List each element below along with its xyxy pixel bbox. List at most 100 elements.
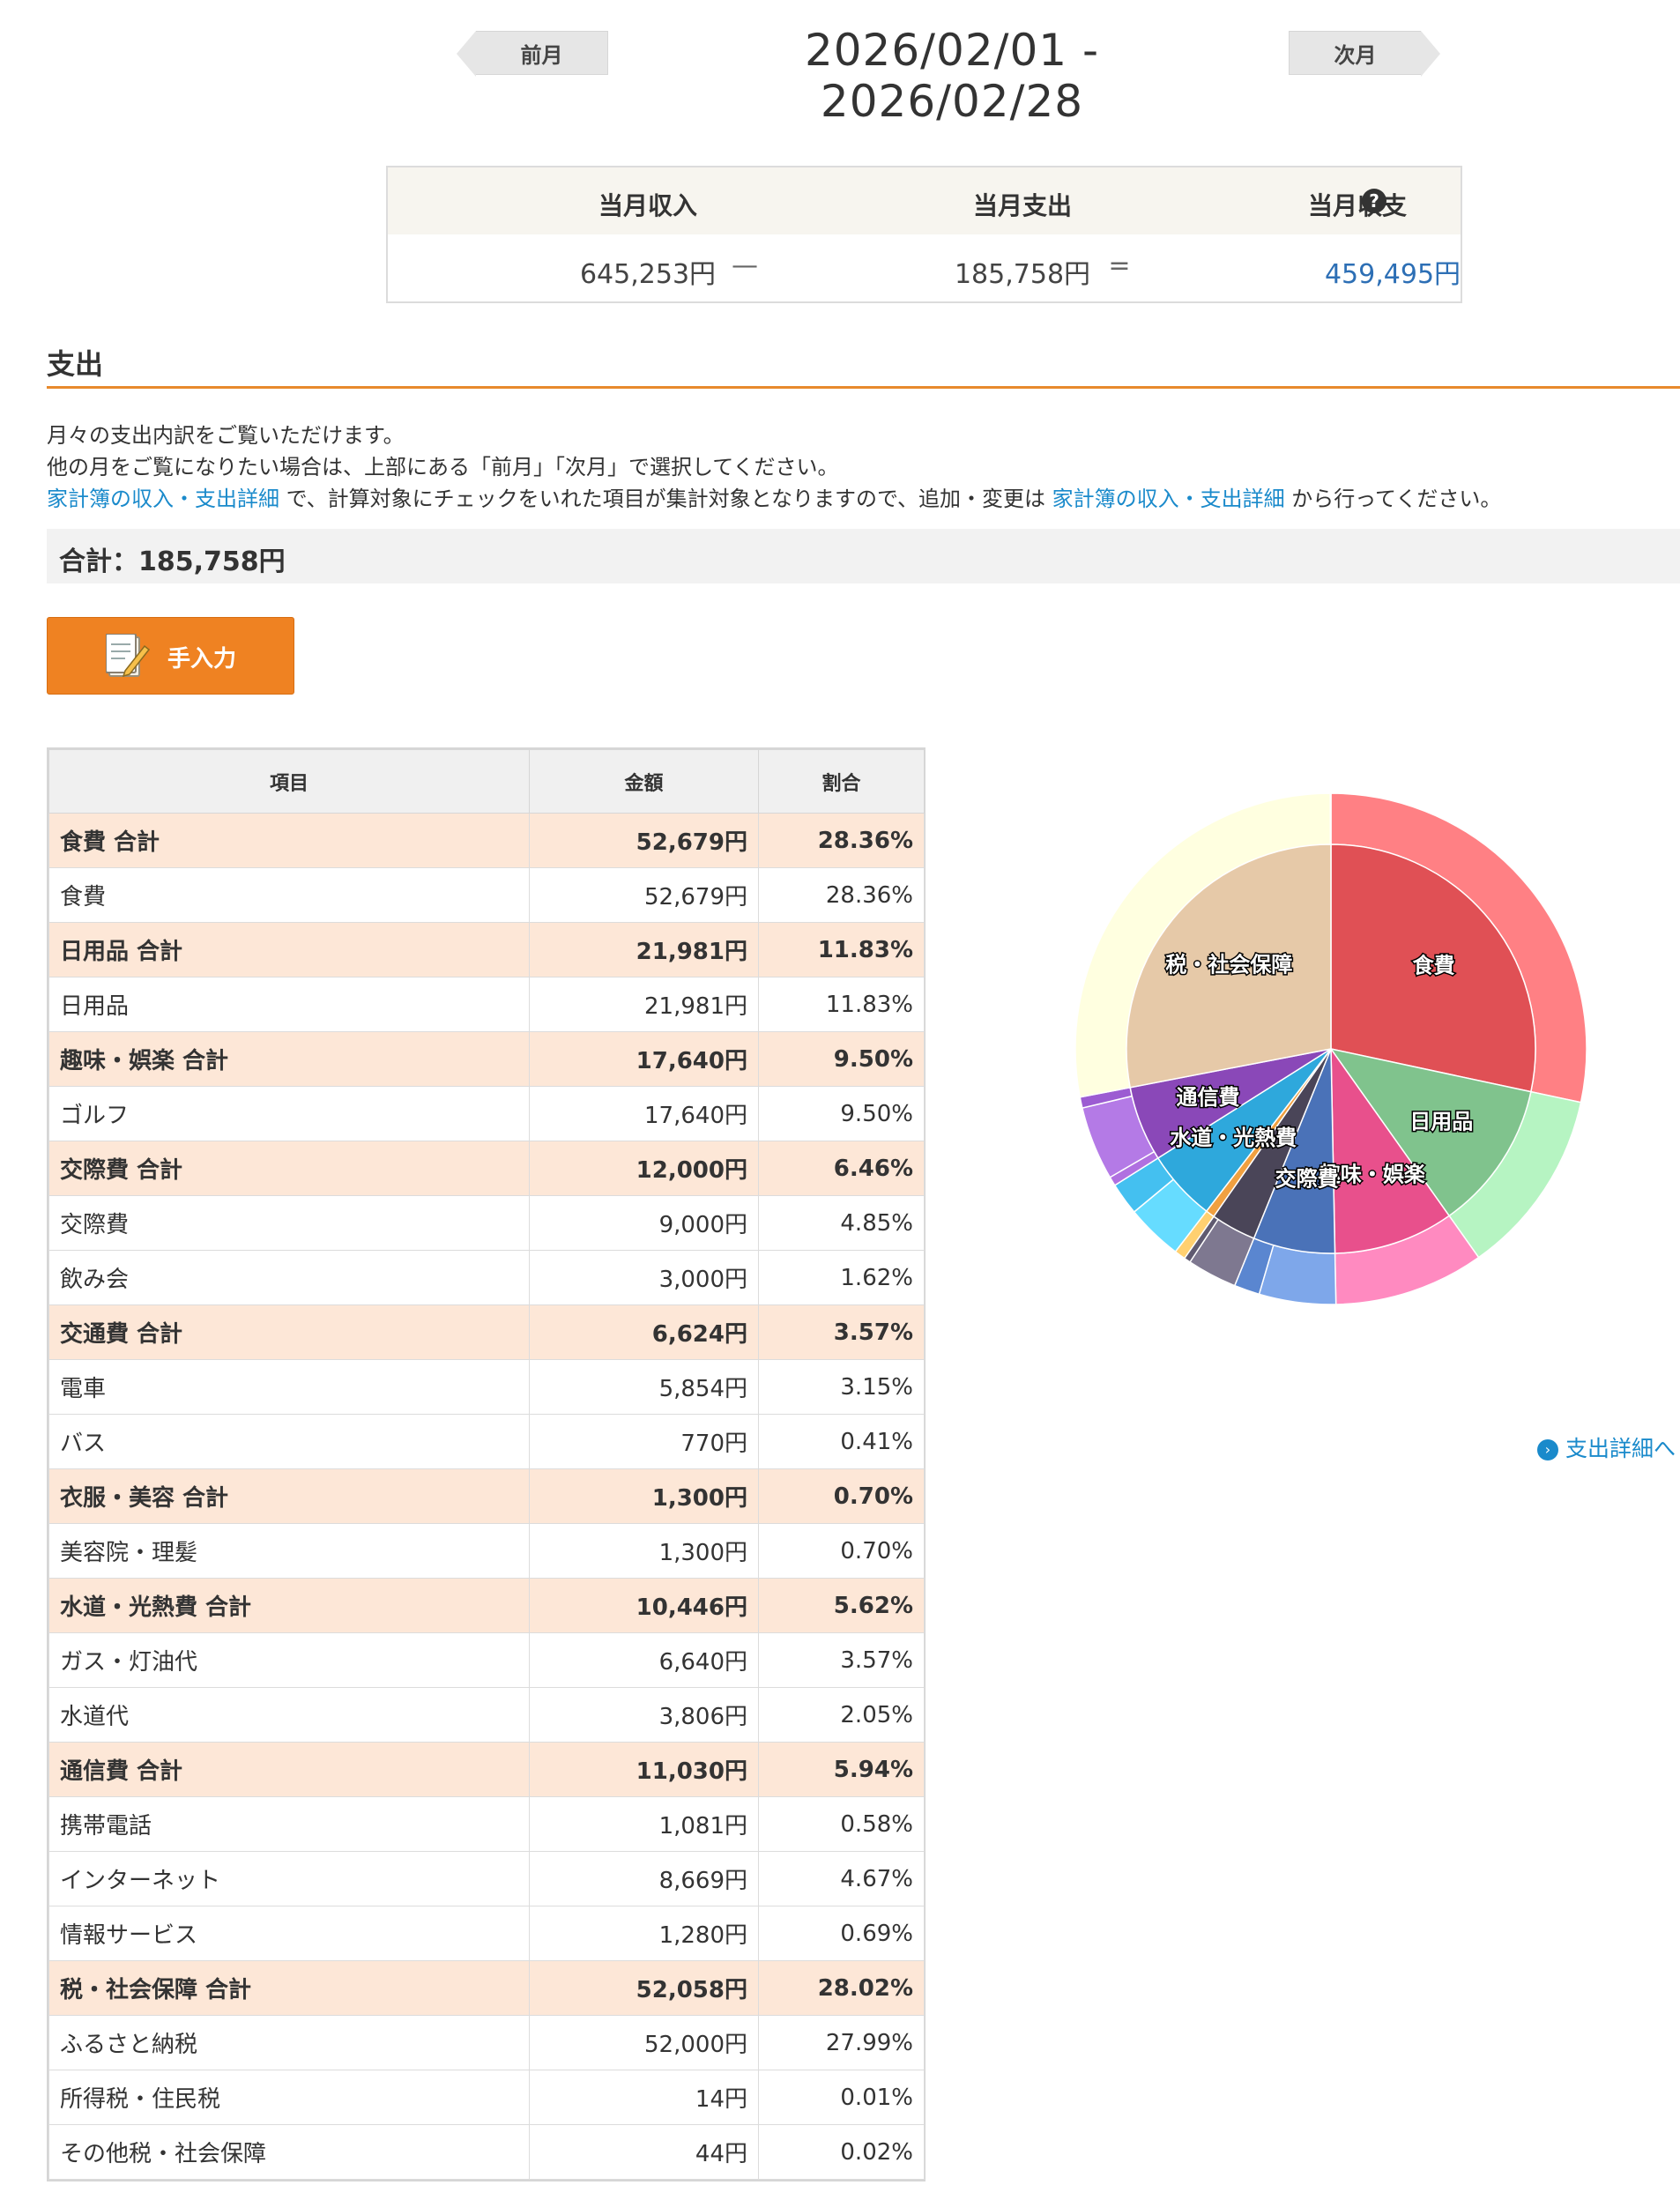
row-item-name: 交際費: [48, 1195, 530, 1251]
table-header-row: 項目 金額 割合: [48, 749, 925, 814]
row-item-name: 水道代: [48, 1687, 530, 1743]
table-total-row: 交通費 合計 6,624円 3.57%: [48, 1304, 925, 1360]
row-item-name: インターネット: [48, 1851, 530, 1906]
table-row: 水道代 3,806円 2.05%: [48, 1687, 925, 1743]
detail-link-1[interactable]: 家計簿の収入・支出詳細: [47, 487, 279, 511]
row-amount: 1,280円: [529, 1906, 759, 1961]
table-row: 美容院・理髪 1,300円 0.70%: [48, 1523, 925, 1579]
header-ratio: 割合: [758, 749, 925, 814]
row-ratio: 3.57%: [758, 1632, 925, 1688]
row-item-name: 飲み会: [48, 1250, 530, 1305]
row-item-name: ゴルフ: [48, 1086, 530, 1141]
row-ratio: 4.85%: [758, 1195, 925, 1251]
balance-label: 当月収支: [1307, 191, 1407, 220]
pie-slice-label: 食費: [1413, 954, 1455, 978]
summary-header: 当月収入 当月支出 当月収支 ?: [388, 167, 1461, 234]
row-amount: 21,981円: [529, 922, 759, 977]
row-ratio: 2.05%: [758, 1687, 925, 1743]
monthly-summary: 当月収入 当月支出 当月収支 ? 645,253円 — 185,758円 = 4…: [386, 166, 1462, 303]
row-amount: 52,058円: [529, 1960, 759, 2016]
description-line-3: 家計簿の収入・支出詳細 で、計算対象にチェックをいれた項目が集計対象となりますの…: [47, 481, 1501, 512]
row-item-name: 水道・光熱費 合計: [48, 1578, 530, 1633]
row-ratio: 28.36%: [758, 867, 925, 923]
pie-inner-slice[interactable]: [1330, 1046, 1451, 1254]
table-total-row: 水道・光熱費 合計 10,446円 5.62%: [48, 1578, 925, 1633]
row-item-name: 通信費 合計: [48, 1742, 530, 1797]
income-label: 当月収入: [598, 191, 697, 220]
row-amount: 44円: [529, 2124, 759, 2180]
prev-month-button[interactable]: 前月: [457, 31, 608, 77]
description-middle: で、計算対象にチェックをいれた項目が集計対象となりますので、追加・変更は: [279, 487, 1052, 511]
question-circle-icon[interactable]: ?: [1362, 189, 1386, 213]
income-value: 645,253円: [579, 259, 717, 290]
table-row: 情報サービス 1,280円 0.69%: [48, 1906, 925, 1961]
row-amount: 17,640円: [529, 1031, 759, 1087]
pie-inner-slice[interactable]: [1126, 844, 1332, 1089]
table-total-row: 趣味・娯楽 合計 17,640円 9.50%: [48, 1031, 925, 1087]
row-ratio: 11.83%: [758, 977, 925, 1032]
expense-detail-link[interactable]: › 支出詳細へ: [1537, 1431, 1676, 1463]
row-item-name: 携帯電話: [48, 1796, 530, 1852]
total-bar: 合計：185,758円: [47, 529, 1680, 583]
row-amount: 11,030円: [529, 1742, 759, 1797]
row-item-name: その他税・社会保障: [48, 2124, 530, 2180]
description-line-1: 月々の支出内訳をご覧いただけます。: [47, 423, 405, 448]
month-navigation: 前月 2026/02/01 - 2026/02/28 次月: [0, 0, 1680, 127]
row-item-name: ふるさと納税: [48, 2015, 530, 2070]
row-ratio: 0.69%: [758, 1906, 925, 1961]
table-row: 電車 5,854円 3.15%: [48, 1359, 925, 1415]
row-item-name: 税・社会保障 合計: [48, 1960, 530, 2016]
row-ratio: 5.94%: [758, 1742, 925, 1797]
detail-link-2[interactable]: 家計簿の収入・支出詳細: [1052, 487, 1285, 511]
description-end: から行ってください。: [1284, 487, 1502, 511]
row-ratio: 9.50%: [758, 1086, 925, 1141]
row-item-name: 食費: [48, 867, 530, 923]
table-total-row: 衣服・美容 合計 1,300円 0.70%: [48, 1468, 925, 1524]
table-row: インターネット 8,669円 4.67%: [48, 1851, 925, 1906]
row-amount: 52,679円: [529, 813, 759, 868]
row-amount: 6,640円: [529, 1632, 759, 1688]
row-item-name: 情報サービス: [48, 1906, 530, 1961]
pie-inner-slice[interactable]: [1329, 1047, 1532, 1217]
expense-table: 項目 金額 割合 食費 合計 52,679円 28.36% 食費 52,679円 28.3…: [47, 747, 925, 2181]
row-item-name: 食費 合計: [48, 813, 530, 868]
table-row: 所得税・住民税 14円 0.01%: [48, 2070, 925, 2125]
row-ratio: 28.36%: [758, 813, 925, 868]
row-ratio: 11.83%: [758, 922, 925, 977]
expense-detail-label: 支出詳細へ: [1565, 1436, 1676, 1461]
table-row: ゴルフ 17,640円 9.50%: [48, 1086, 925, 1141]
balance-value: 459,495円: [1324, 259, 1461, 290]
row-ratio: 9.50%: [758, 1031, 925, 1087]
row-amount: 3,000円: [529, 1250, 759, 1305]
row-item-name: 電車: [48, 1359, 530, 1415]
row-item-name: 日用品: [48, 977, 530, 1032]
pie-inner-slice[interactable]: [1330, 844, 1536, 1093]
row-amount: 17,640円: [529, 1086, 759, 1141]
row-ratio: 0.41%: [758, 1414, 925, 1469]
row-amount: 5,854円: [529, 1359, 759, 1415]
table-row: ふるさと納税 52,000円 27.99%: [48, 2015, 925, 2070]
row-ratio: 0.02%: [758, 2124, 925, 2180]
row-item-name: 日用品 合計: [48, 922, 530, 977]
row-ratio: 0.01%: [758, 2070, 925, 2125]
manual-input-button[interactable]: 手入力: [47, 617, 294, 695]
row-amount: 1,300円: [529, 1523, 759, 1579]
row-amount: 1,081円: [529, 1796, 759, 1852]
next-month-button[interactable]: 次月: [1289, 31, 1440, 77]
table-total-row: 通信費 合計 11,030円 5.94%: [48, 1742, 925, 1797]
header-amount: 金額: [529, 749, 759, 814]
memo-pencil-icon: [106, 634, 150, 678]
table-row: バス 770円 0.41%: [48, 1414, 925, 1469]
table-row: その他税・社会保障 44円 0.02%: [48, 2124, 925, 2180]
row-item-name: 所得税・住民税: [48, 2070, 530, 2125]
row-ratio: 6.46%: [758, 1141, 925, 1196]
section-title: 支出: [47, 347, 104, 381]
row-ratio: 28.02%: [758, 1960, 925, 2016]
table-body: 食費 合計 52,679円 28.36% 食費 52,679円 28.36% 日用品 合計 2…: [48, 813, 925, 2180]
arrow-circle-right-icon: ›: [1537, 1439, 1558, 1460]
row-amount: 3,806円: [529, 1687, 759, 1743]
row-item-name: 衣服・美容 合計: [48, 1468, 530, 1524]
row-amount: 6,624円: [529, 1304, 759, 1360]
table-total-row: 日用品 合計 21,981円 11.83%: [48, 922, 925, 977]
